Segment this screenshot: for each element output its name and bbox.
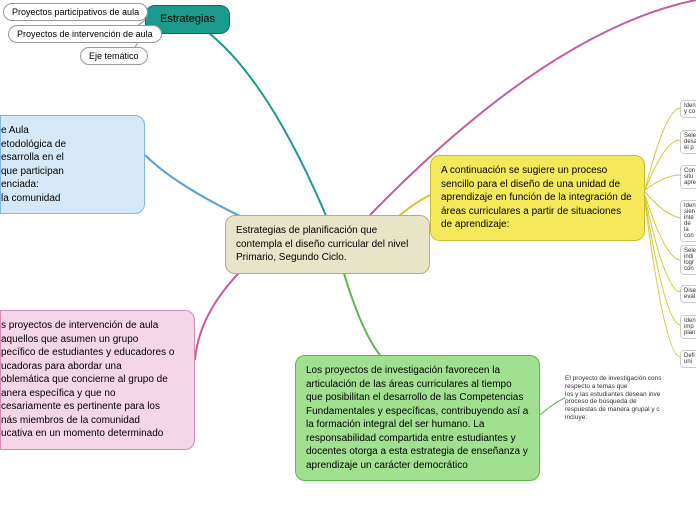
mini-node[interactable]: Iden y co	[680, 100, 696, 118]
pink-node[interactable]: s proyectos de intervención de aula aque…	[0, 310, 195, 450]
mini-node[interactable]: Sele desa el p	[680, 130, 696, 154]
mini-node[interactable]: Con situ apre	[680, 165, 696, 189]
note-text: El proyecto de investigación cons respec…	[565, 375, 695, 422]
mini-node[interactable]: Defi uni	[680, 350, 696, 368]
yellow-node[interactable]: A continuación se sugiere un proceso sen…	[430, 155, 645, 241]
tag-node[interactable]: Eje temático	[80, 47, 148, 65]
blue-node[interactable]: e Aula etodológica de esarrolla en el qu…	[0, 115, 145, 214]
root-node[interactable]: Estrategias de planificación que contemp…	[225, 215, 430, 274]
tag-node[interactable]: Proyectos de intervención de aula	[8, 25, 162, 43]
mini-node[interactable]: Iden sien inte de la con	[680, 200, 696, 242]
mini-node[interactable]: Sele indi logr con	[680, 245, 696, 275]
mini-node[interactable]: Iden imp plan	[680, 315, 696, 339]
mini-node[interactable]: Dise eval	[680, 285, 696, 303]
green-node[interactable]: Los proyectos de investigación favorecen…	[295, 355, 540, 481]
tag-node[interactable]: Proyectos participativos de aula	[3, 3, 148, 21]
